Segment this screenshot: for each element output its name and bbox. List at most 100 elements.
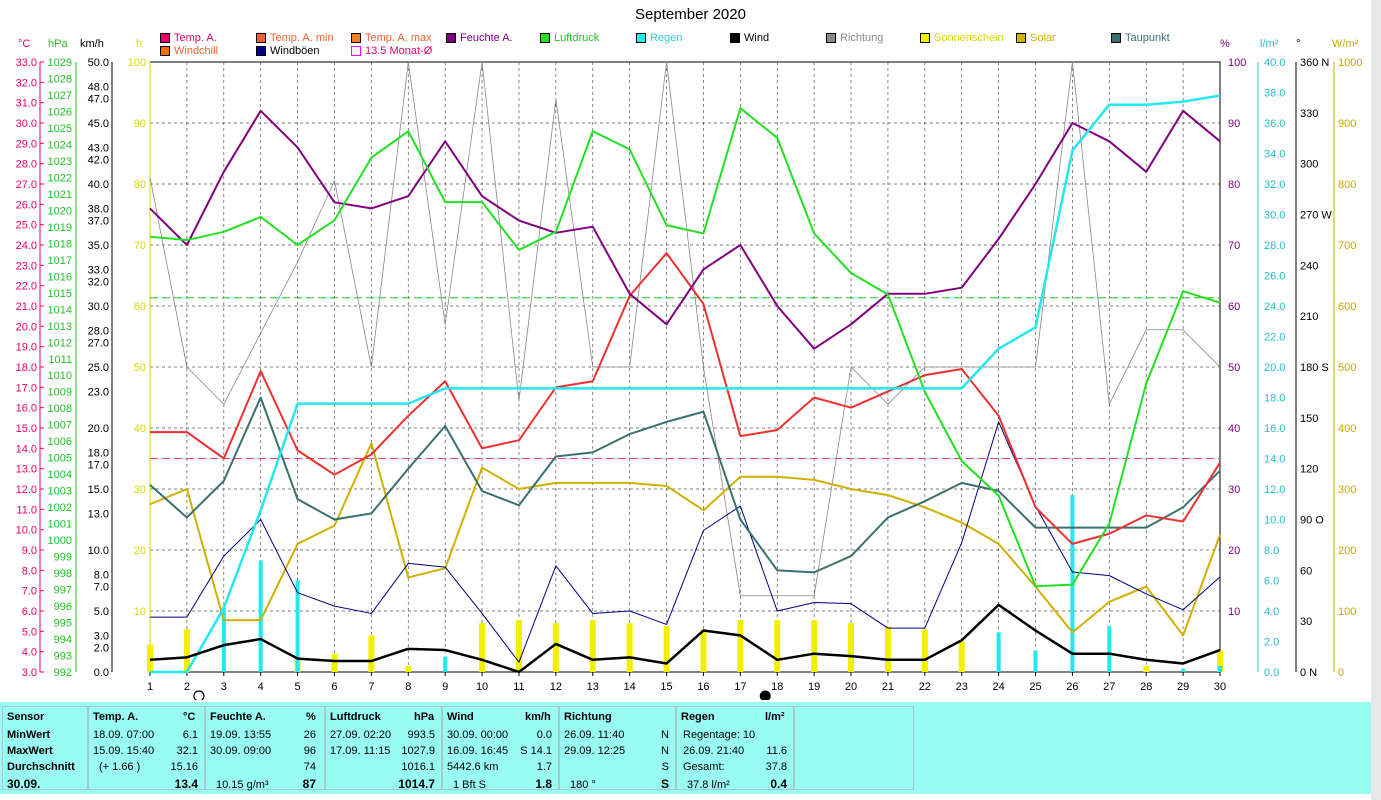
legend-rain[interactable]: Regen [636,32,682,44]
pressure-tick-label: 1024 [48,139,72,151]
humidity-tick-label: 60 [1228,301,1240,313]
gust-line [150,421,1221,663]
legend-label: Temp. A. min [270,32,334,44]
wind-tick-label: 20.0 [88,423,109,435]
solar-tick-label: 700 [1338,240,1356,252]
wind-tick-label: 8.0 [94,569,109,581]
x-tick-label: 6 [331,681,337,693]
pressure-min-time: 27.09. 02:20 [330,729,392,741]
wind-max-time: 16.09. 16:45 [447,745,509,757]
pressure-tick-label: 1016 [48,271,72,283]
wind-tick-label: 30.0 [88,301,109,313]
x-tick-label: 19 [808,681,820,693]
direction-tick-label: 0 N [1300,667,1317,679]
temp-tick-label: 8.0 [22,565,37,577]
wind-tick-label: 38.0 [88,203,109,215]
legend-label: Wind [744,32,770,44]
legend-temp[interactable]: Temp. A. [160,32,217,44]
pressure-tick-label: 1014 [48,304,72,316]
pressure-tick-label: 998 [54,568,72,580]
legend-pressure[interactable]: Luftdruck [540,32,599,44]
pressure-avg-value: 1016.1 [401,761,435,773]
rain-max-value: 11.6 [766,745,787,757]
legend-sunshine[interactable]: Sonnenschein [920,32,1004,44]
pressure-tick-label: 1000 [48,535,72,547]
rain-days: Regentage: 10 [683,729,756,741]
rain-tick-label: 24.0 [1264,301,1285,313]
summary-table: Sensor MinWert MaxWert Durchschnitt 30.0… [0,702,1371,794]
wind-min-time: 30.09. 00:00 [447,729,509,741]
x-tick-label: 14 [624,681,636,693]
x-tick-label: 11 [513,681,524,693]
temp-avg-value: 15.16 [170,761,198,773]
solar-unit: W/m² [1332,38,1359,50]
rain-tick-label: 14.0 [1264,454,1285,466]
pressure-tick-label: 997 [54,585,72,597]
humidity-tick-label: 10 [1228,606,1240,618]
x-tick-label: 7 [368,681,374,693]
legend-label: Temp. A. max [365,32,432,44]
sunshine-bar [626,623,633,672]
rain-tick-label: 4.0 [1264,606,1279,618]
legend-dewpoint[interactable]: Taupunkt [1111,32,1170,44]
legend-label: Regen [650,32,683,44]
wind-line [149,603,1221,674]
rain-tick-label: 6.0 [1264,576,1279,588]
pressure-tick-label: 1005 [48,453,72,465]
legend-label: Feuchte A. [460,32,513,44]
temp-tick-label: 13.0 [16,464,37,476]
rain-bar [1033,650,1038,672]
legend-windchill[interactable]: Windchill [160,45,218,57]
humidity-tick-label: 70 [1228,240,1240,252]
temp-tick-label: 7.0 [22,586,37,598]
legend-label: Taupunkt [1125,32,1170,44]
rain-tick-label: 22.0 [1264,332,1285,344]
solar-line [149,442,1221,637]
x-tick-label: 5 [295,681,301,693]
temp-tick-label: 11.0 [16,504,37,516]
direction-degrees: 180 ° [570,779,596,791]
legend-label: Luftdruck [554,32,600,44]
rain-tick-label: 32.0 [1264,179,1285,191]
wind-tick-label: 28.0 [88,325,109,337]
legend-direction[interactable]: Richtung [826,32,883,44]
legend-humidity[interactable]: Feuchte A. [446,32,513,44]
wind-tick-label: 33.0 [88,264,109,276]
humidity-tick-label: 30 [1228,484,1240,496]
wind-tick-label: 45.0 [88,118,109,130]
row-label-today: 30.09. [7,777,41,791]
wind-tick-label: 35.0 [88,240,109,252]
sunshine-bar [552,623,559,672]
legend-month-avg[interactable]: 13.5 Monat-Ø [351,45,432,57]
wind-tick-label: 27.0 [88,338,109,350]
sunshine-bar [147,644,153,672]
direction-column: Richtung 26.09. 11:40 N 29.09. 12:25 N S… [559,706,676,791]
sunshine-bar [405,665,412,672]
wind-tick-label: 10.0 [88,545,109,557]
legend-gusts[interactable]: Windböen [256,45,320,57]
x-tick-label: 18 [771,681,783,693]
legend-temp-max[interactable]: Temp. A. max [351,32,432,44]
rain-tick-label: 40.0 [1264,57,1285,69]
temp-tick-label: 6.0 [22,606,37,618]
empty-column [794,706,914,790]
x-tick-label: 10 [476,681,488,693]
legend: Temp. A. Temp. A. min Temp. A. max Feuch… [0,0,1381,60]
rain-bar [1181,668,1186,672]
sun-tick-label: 60 [134,301,146,313]
x-tick-label: 8 [405,681,411,693]
direction-min-time: 26.09. 11:40 [564,729,625,741]
x-tick-label: 15 [660,681,672,693]
legend-label: Sonnenschein [934,32,1004,44]
pressure-today-value: 1014.7 [398,777,435,791]
legend-solar[interactable]: Solar [1016,32,1056,44]
humidity-line [149,109,1221,350]
direction-today-value: S [660,777,669,791]
wind-tick-label: 15.0 [88,484,109,496]
x-tick-label: 26 [1066,681,1078,693]
legend-temp-min[interactable]: Temp. A. min [256,32,334,44]
legend-wind[interactable]: Wind [730,32,769,44]
wind-avg-value: 1.7 [536,761,552,773]
wind-tick-label: 47.0 [88,94,109,106]
solar-tick-label: 400 [1338,423,1356,435]
